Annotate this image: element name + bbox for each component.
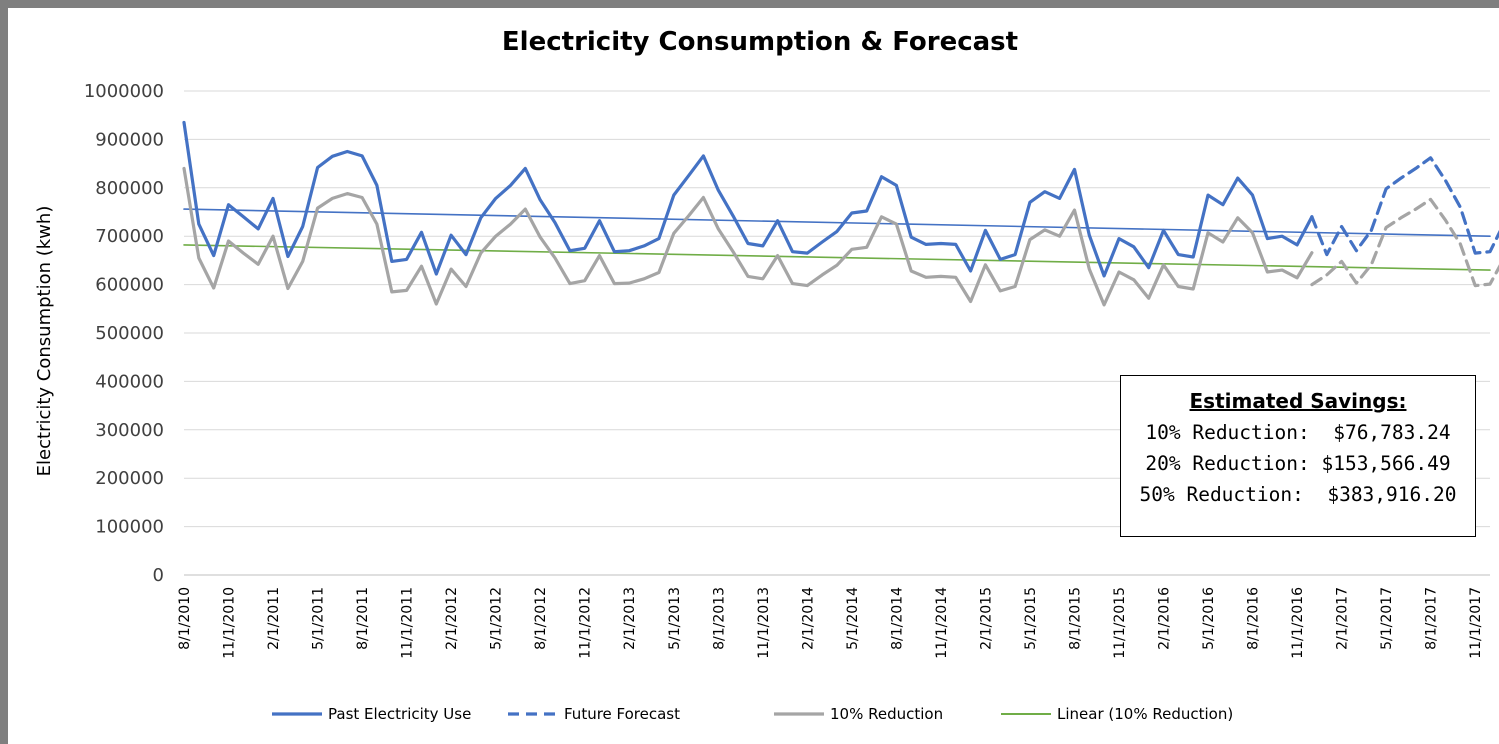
x-tick-label: 11/1/2012 bbox=[578, 587, 594, 659]
legend-label: Past Electricity Use bbox=[328, 705, 471, 723]
y-tick-label: 300000 bbox=[95, 420, 164, 441]
y-tick-label: 0 bbox=[153, 565, 164, 586]
x-tick-label: 5/1/2012 bbox=[489, 587, 505, 650]
chart-title: Electricity Consumption & Forecast bbox=[502, 27, 1018, 57]
x-tick-label: 2/1/2011 bbox=[266, 587, 282, 650]
y-tick-label: 200000 bbox=[95, 468, 164, 489]
estimated-savings-box: Estimated Savings: 10% Reduction: $76,78… bbox=[1120, 375, 1476, 537]
series-line-10-reduction bbox=[182, 166, 1314, 307]
x-tick-label: 11/1/2015 bbox=[1112, 587, 1128, 659]
x-tick-label: 2/1/2014 bbox=[800, 587, 816, 650]
x-tick-label: 11/1/2017 bbox=[1468, 587, 1484, 659]
y-tick-label: 700000 bbox=[95, 226, 164, 247]
y-tick-label: 100000 bbox=[95, 517, 164, 538]
x-tick-label: 8/1/2013 bbox=[711, 587, 727, 650]
x-tick-label: 2/1/2012 bbox=[444, 587, 460, 650]
x-tick-label: 11/1/2010 bbox=[222, 587, 238, 659]
x-tick-label: 2/1/2016 bbox=[1157, 587, 1173, 650]
y-tick-label: 800000 bbox=[95, 178, 164, 199]
x-tick-label: 8/1/2011 bbox=[355, 587, 371, 650]
x-tick-label: 8/1/2014 bbox=[889, 587, 905, 650]
y-axis-label: Electricity Consumption (kwh) bbox=[34, 206, 55, 477]
y-tick-labels: 0 100000 200000 300000 400000 500000 600000 700… bbox=[84, 81, 164, 586]
x-tick-label: 11/1/2014 bbox=[934, 587, 950, 659]
series-line-linear-past-electricity-use bbox=[183, 208, 1491, 237]
series-lines bbox=[182, 120, 1499, 307]
x-tick-label: 11/1/2016 bbox=[1290, 587, 1306, 659]
series-line-10-reduction-forecast bbox=[1310, 197, 1499, 288]
y-tick-label: 1000000 bbox=[84, 81, 164, 102]
legend-label: Future Forecast bbox=[564, 705, 680, 723]
x-tick-label: 5/1/2017 bbox=[1379, 587, 1395, 650]
x-tick-label: 11/1/2013 bbox=[756, 587, 772, 659]
series-line-linear-10-reduction bbox=[183, 244, 1491, 271]
x-tick-label: 5/1/2011 bbox=[311, 587, 327, 650]
y-tick-label: 600000 bbox=[95, 275, 164, 296]
x-tick-label: 8/1/2015 bbox=[1067, 587, 1083, 650]
y-tick-label: 500000 bbox=[95, 323, 164, 344]
x-tick-label: 2/1/2017 bbox=[1335, 587, 1351, 650]
x-tick-label: 11/1/2011 bbox=[400, 587, 416, 659]
x-tick-label: 5/1/2013 bbox=[667, 587, 683, 650]
chart-canvas: Electricity Consumption & Forecast Elect… bbox=[34, 27, 1499, 723]
x-tick-label: 5/1/2016 bbox=[1201, 587, 1217, 650]
x-tick-label: 8/1/2012 bbox=[533, 587, 549, 650]
y-tick-label: 900000 bbox=[95, 129, 164, 150]
x-tick-label: 8/1/2016 bbox=[1246, 587, 1262, 650]
x-tick-label: 5/1/2014 bbox=[845, 587, 861, 650]
savings-row-10: 10% Reduction: $76,783.24 bbox=[1145, 421, 1451, 444]
x-tick-labels: 8/1/2010 11/1/2010 2/1/2011 5/1/2011 8/1/201… bbox=[177, 587, 1484, 659]
series-line-future-forecast bbox=[1310, 156, 1499, 257]
x-tick-label: 2/1/2013 bbox=[622, 587, 638, 650]
x-tick-label: 8/1/2017 bbox=[1424, 587, 1440, 650]
series-line-past-electricity-use bbox=[182, 120, 1314, 278]
savings-row-20: 20% Reduction: $153,566.49 bbox=[1145, 452, 1451, 475]
savings-row-50: 50% Reduction: $383,916.20 bbox=[1139, 483, 1457, 506]
x-tick-label: 8/1/2010 bbox=[177, 587, 193, 650]
x-tick-label: 5/1/2015 bbox=[1023, 587, 1039, 650]
chart-frame: Electricity Consumption & Forecast Elect… bbox=[8, 8, 1499, 744]
legend: Past Electricity Use Future Forecast 10% R… bbox=[272, 705, 1233, 723]
legend-label: Linear (10% Reduction) bbox=[1057, 705, 1233, 723]
legend-label: 10% Reduction bbox=[830, 705, 943, 723]
x-tick-label: 2/1/2015 bbox=[978, 587, 994, 650]
y-tick-label: 400000 bbox=[95, 371, 164, 392]
savings-title: Estimated Savings: bbox=[1189, 389, 1407, 413]
